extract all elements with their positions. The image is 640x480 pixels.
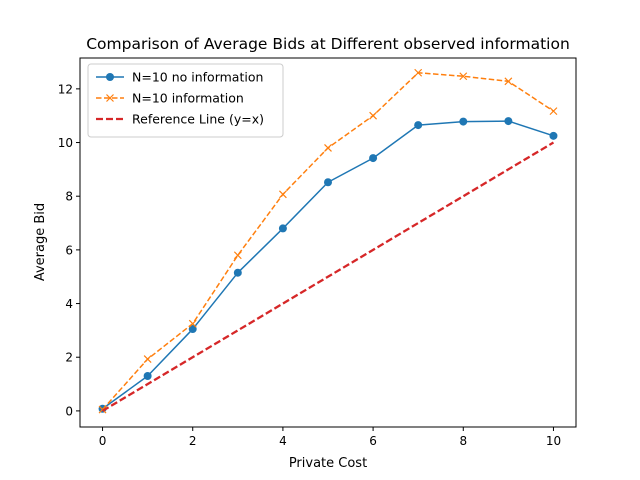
y-tick-label: 2 bbox=[65, 351, 73, 365]
series-2-point bbox=[549, 107, 558, 116]
series-1-point bbox=[369, 154, 378, 163]
series-1-point bbox=[549, 131, 558, 140]
series-line-3 bbox=[101, 141, 555, 412]
series-2-point bbox=[504, 77, 513, 86]
series-2-point bbox=[324, 143, 332, 152]
series-2-point bbox=[414, 68, 423, 77]
x-tick-label: 8 bbox=[459, 434, 467, 448]
legend-marker bbox=[106, 94, 114, 102]
axis-ticks: 0 2 4 6 8 10 0 2 4 6 8 10 12 bbox=[58, 82, 561, 448]
legend-label: N=10 information bbox=[132, 91, 244, 106]
y-axis-label: Average Bid bbox=[33, 203, 48, 281]
x-tick-label: 10 bbox=[546, 434, 561, 448]
series-2-point bbox=[278, 190, 287, 199]
legend-marker bbox=[106, 73, 114, 81]
series-1-point bbox=[143, 372, 152, 381]
series-2-point bbox=[233, 251, 242, 260]
y-tick-label: 12 bbox=[58, 82, 73, 96]
y-tick-label: 6 bbox=[65, 243, 73, 257]
plot-frame bbox=[79, 57, 577, 428]
series-1-point bbox=[414, 121, 423, 130]
x-tick-label: 4 bbox=[279, 434, 287, 448]
series-2-point bbox=[188, 319, 197, 328]
legend: N=10 no information N=10 information Refer… bbox=[87, 63, 284, 138]
plot-area bbox=[98, 68, 558, 414]
y-tick-label: 4 bbox=[65, 297, 73, 311]
series-line-1 bbox=[102, 120, 554, 410]
series-1-point bbox=[278, 224, 287, 233]
series-2-point bbox=[459, 72, 468, 81]
series-2-point bbox=[143, 355, 152, 364]
series-1-point bbox=[233, 268, 242, 277]
x-tick-label: 6 bbox=[369, 434, 377, 448]
series-2-point bbox=[369, 111, 378, 120]
legend-label: Reference Line (y=x) bbox=[132, 112, 264, 127]
y-tick-label: 0 bbox=[65, 404, 73, 418]
legend-box bbox=[87, 63, 284, 138]
x-axis-label: Private Cost bbox=[289, 456, 367, 471]
series-1-point bbox=[324, 178, 332, 187]
series-1-point bbox=[459, 117, 468, 126]
y-tick-label: 10 bbox=[58, 136, 73, 150]
legend-label: N=10 no information bbox=[132, 70, 263, 85]
series-2-point bbox=[98, 405, 107, 414]
x-tick-label: 2 bbox=[189, 434, 197, 448]
series-1-point bbox=[504, 117, 513, 126]
y-tick-label: 8 bbox=[65, 190, 73, 204]
series-1-point bbox=[188, 325, 197, 334]
x-tick-label: 0 bbox=[99, 434, 107, 448]
chart-title: Comparison of Average Bids at Different … bbox=[86, 35, 570, 53]
